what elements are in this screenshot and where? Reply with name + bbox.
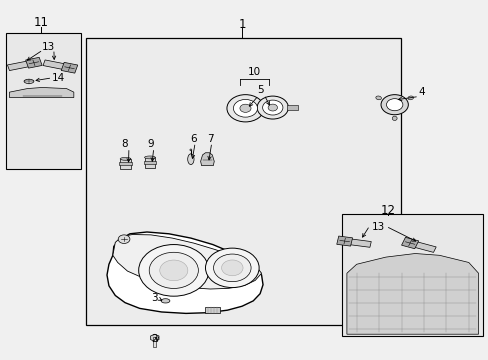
Polygon shape <box>113 234 261 289</box>
Text: 7: 7 <box>206 134 213 144</box>
Text: 10: 10 <box>247 67 260 77</box>
Ellipse shape <box>391 116 396 121</box>
Polygon shape <box>401 237 418 249</box>
Ellipse shape <box>375 96 381 100</box>
Polygon shape <box>107 232 263 314</box>
Circle shape <box>205 248 259 288</box>
Circle shape <box>386 99 402 111</box>
Circle shape <box>240 104 250 112</box>
Circle shape <box>149 252 198 288</box>
Circle shape <box>213 254 250 282</box>
Text: 13: 13 <box>41 42 55 52</box>
Polygon shape <box>9 87 74 98</box>
Ellipse shape <box>24 79 34 84</box>
Text: 6: 6 <box>190 134 196 144</box>
Ellipse shape <box>161 299 169 303</box>
Text: 13: 13 <box>371 222 385 232</box>
Bar <box>5 33 81 169</box>
Circle shape <box>267 104 277 111</box>
Text: 2: 2 <box>151 333 157 343</box>
Bar <box>143 161 156 164</box>
Text: 8: 8 <box>122 139 128 149</box>
Text: 12: 12 <box>380 204 395 217</box>
Circle shape <box>380 95 407 115</box>
Circle shape <box>262 100 283 115</box>
Polygon shape <box>61 62 78 73</box>
Ellipse shape <box>187 154 194 165</box>
Circle shape <box>160 260 187 281</box>
Text: 1: 1 <box>238 18 245 31</box>
Text: 5: 5 <box>256 85 263 95</box>
Polygon shape <box>346 253 478 334</box>
Polygon shape <box>25 57 42 68</box>
Circle shape <box>139 244 208 296</box>
Bar <box>120 159 131 169</box>
Text: 3: 3 <box>151 293 157 303</box>
Text: 14: 14 <box>52 73 65 83</box>
Polygon shape <box>336 236 352 246</box>
Text: 11: 11 <box>33 16 48 29</box>
Polygon shape <box>408 240 435 252</box>
Bar <box>341 214 483 336</box>
Bar <box>286 105 297 111</box>
Bar <box>262 105 272 111</box>
Bar <box>205 307 220 314</box>
Text: 4: 4 <box>418 87 425 97</box>
Circle shape <box>257 96 288 119</box>
Ellipse shape <box>120 157 131 160</box>
Polygon shape <box>7 60 35 71</box>
Circle shape <box>118 235 130 243</box>
Polygon shape <box>343 238 370 247</box>
Circle shape <box>233 99 257 117</box>
Circle shape <box>221 260 243 276</box>
Ellipse shape <box>144 156 155 159</box>
Bar <box>119 162 132 165</box>
Polygon shape <box>43 60 70 71</box>
Ellipse shape <box>407 96 413 100</box>
Bar <box>86 39 400 325</box>
Bar <box>144 157 155 168</box>
Text: 9: 9 <box>147 139 154 149</box>
Ellipse shape <box>189 149 191 151</box>
Polygon shape <box>200 153 214 166</box>
Bar <box>153 337 156 347</box>
Circle shape <box>226 95 264 122</box>
